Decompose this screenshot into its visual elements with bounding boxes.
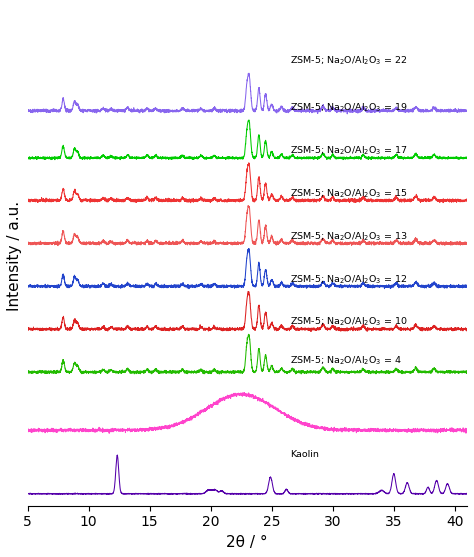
Text: ZSM-5; Na$_2$O/Al$_2$O$_3$ = 19: ZSM-5; Na$_2$O/Al$_2$O$_3$ = 19 — [290, 101, 408, 114]
Text: ZSM-5; Na$_2$O/Al$_2$O$_3$ = 12: ZSM-5; Na$_2$O/Al$_2$O$_3$ = 12 — [290, 273, 408, 286]
Text: ZSM-5; Na$_2$O/Al$_2$O$_3$ = 17: ZSM-5; Na$_2$O/Al$_2$O$_3$ = 17 — [290, 144, 408, 157]
Text: Kaolin: Kaolin — [290, 450, 319, 459]
Text: ZSM-5; Na$_2$O/Al$_2$O$_3$ = 22: ZSM-5; Na$_2$O/Al$_2$O$_3$ = 22 — [290, 55, 408, 67]
Text: ZSM-5; Na$_2$O/Al$_2$O$_3$ = 13: ZSM-5; Na$_2$O/Al$_2$O$_3$ = 13 — [290, 230, 408, 243]
Text: ZSM-5; Na$_2$O/Al$_2$O$_3$ = 4: ZSM-5; Na$_2$O/Al$_2$O$_3$ = 4 — [290, 355, 402, 368]
Text: ZSM-5; Na$_2$O/Al$_2$O$_3$ = 10: ZSM-5; Na$_2$O/Al$_2$O$_3$ = 10 — [290, 316, 408, 329]
Text: ZSM-5; Na$_2$O/Al$_2$O$_3$ = 15: ZSM-5; Na$_2$O/Al$_2$O$_3$ = 15 — [290, 187, 408, 200]
Y-axis label: Intensity / a.u.: Intensity / a.u. — [7, 201, 22, 311]
X-axis label: 2θ / °: 2θ / ° — [227, 535, 268, 550]
